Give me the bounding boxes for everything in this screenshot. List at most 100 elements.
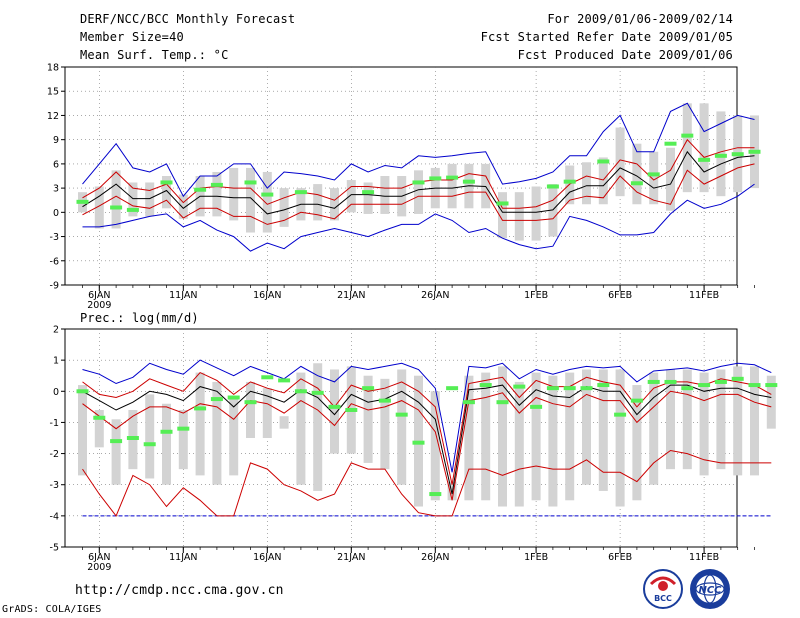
obs-marker <box>278 378 291 383</box>
obs-marker <box>446 175 459 180</box>
y-tick-label: -3 <box>50 480 59 491</box>
obs-marker <box>110 439 123 444</box>
obs-marker <box>546 386 559 391</box>
spread-box <box>279 188 289 227</box>
obs-marker <box>748 149 761 154</box>
spread-box <box>481 372 491 501</box>
spread-box <box>397 369 407 485</box>
spread-box <box>598 157 608 205</box>
x-tick-label: 21JAN <box>337 290 365 301</box>
spread-box <box>514 381 524 507</box>
x-tick-label: 11FEB <box>689 552 719 563</box>
spread-box <box>380 176 390 214</box>
spread-box <box>178 194 188 219</box>
obs-marker <box>731 376 744 381</box>
spread-box <box>212 171 222 217</box>
precip-title: Prec.: log(mm/d) <box>80 311 199 325</box>
obs-marker <box>210 397 223 402</box>
obs-marker <box>294 389 307 394</box>
obs-marker <box>714 153 727 158</box>
obs-marker <box>311 390 324 395</box>
spread-box <box>666 147 675 211</box>
obs-marker <box>395 412 408 417</box>
y-tick-label: -3 <box>50 232 59 243</box>
obs-marker <box>362 386 375 391</box>
spread-box <box>246 381 255 438</box>
spread-box <box>699 372 709 476</box>
obs-marker <box>563 179 576 184</box>
y-tick-label: -6 <box>50 256 59 267</box>
obs-marker <box>126 207 139 212</box>
produced-date: Fcst Produced Date 2009/01/06 <box>517 48 733 62</box>
spread-box <box>548 375 558 507</box>
spread-box <box>498 366 507 507</box>
obs-marker <box>765 383 778 388</box>
spread-box <box>363 182 373 214</box>
obs-marker <box>429 176 442 181</box>
y-tick-label: 0 <box>53 387 59 398</box>
obs-marker <box>664 379 677 384</box>
spread-box <box>514 192 524 241</box>
obs-marker <box>580 386 593 391</box>
spread-box <box>632 385 642 501</box>
obs-marker <box>194 187 207 192</box>
obs-marker <box>614 412 627 417</box>
spread-box <box>330 188 339 221</box>
y-tick-label: 18 <box>47 63 59 74</box>
x-tick-label: 11JAN <box>169 290 197 301</box>
obs-marker <box>496 400 509 405</box>
obs-marker <box>647 172 660 177</box>
max-line <box>82 102 755 198</box>
y-tick-label: 3 <box>53 184 59 195</box>
obs-marker <box>227 395 240 400</box>
y-tick-label: 1 <box>53 356 59 367</box>
bcc-logo-text: BCC <box>654 594 672 603</box>
x-tick-label: 16JAN <box>253 552 281 563</box>
x-tick-label: 6FEB <box>608 290 632 301</box>
ensemble-mean-line <box>82 384 772 495</box>
bcc-logo: BCC <box>643 569 683 609</box>
y-tick-label: -5 <box>50 543 59 554</box>
spread-box <box>733 366 743 476</box>
obs-marker <box>177 426 190 431</box>
spread-box <box>582 369 591 485</box>
obs-marker <box>597 159 610 164</box>
spread-box <box>666 369 675 470</box>
grads-credit: GrADS: COLA/IGES <box>2 604 102 615</box>
obs-marker <box>479 383 492 388</box>
spread-box <box>145 394 155 479</box>
spread-box <box>94 186 104 229</box>
obs-marker <box>143 442 156 447</box>
source-url[interactable]: http://cmdp.ncc.cma.gov.cn <box>75 583 284 598</box>
y-tick-label: -4 <box>50 511 59 522</box>
spread-box <box>447 481 457 501</box>
obs-marker <box>261 375 274 380</box>
spread-box <box>766 375 776 429</box>
x-tick-year: 2009 <box>87 300 111 311</box>
obs-marker <box>345 407 358 412</box>
obs-marker <box>681 386 694 391</box>
x-tick-label: 6FEB <box>608 552 632 563</box>
obs-marker <box>126 436 139 440</box>
spread-box <box>229 397 239 476</box>
spread-box <box>195 372 205 476</box>
obs-marker <box>76 389 89 394</box>
obs-marker <box>597 383 610 388</box>
obs-marker <box>530 404 543 409</box>
x-tick-label: 11FEB <box>689 290 719 301</box>
spread-box <box>565 372 575 501</box>
x-tick-label: 1FEB <box>524 290 548 301</box>
obs-marker <box>412 180 425 185</box>
spread-box <box>716 111 726 197</box>
obs-marker <box>748 383 761 388</box>
spread-box <box>78 385 87 476</box>
spread-box <box>178 409 188 470</box>
spread-box <box>682 369 692 470</box>
y-tick-label: 6 <box>53 159 59 170</box>
x-tick-label: 1FEB <box>524 552 548 563</box>
y-tick-label: 12 <box>47 111 59 122</box>
obs-marker <box>563 386 576 391</box>
variable-label: Mean Surf. Temp.: °C <box>80 48 229 62</box>
ncc-logo: NCC <box>690 569 730 609</box>
